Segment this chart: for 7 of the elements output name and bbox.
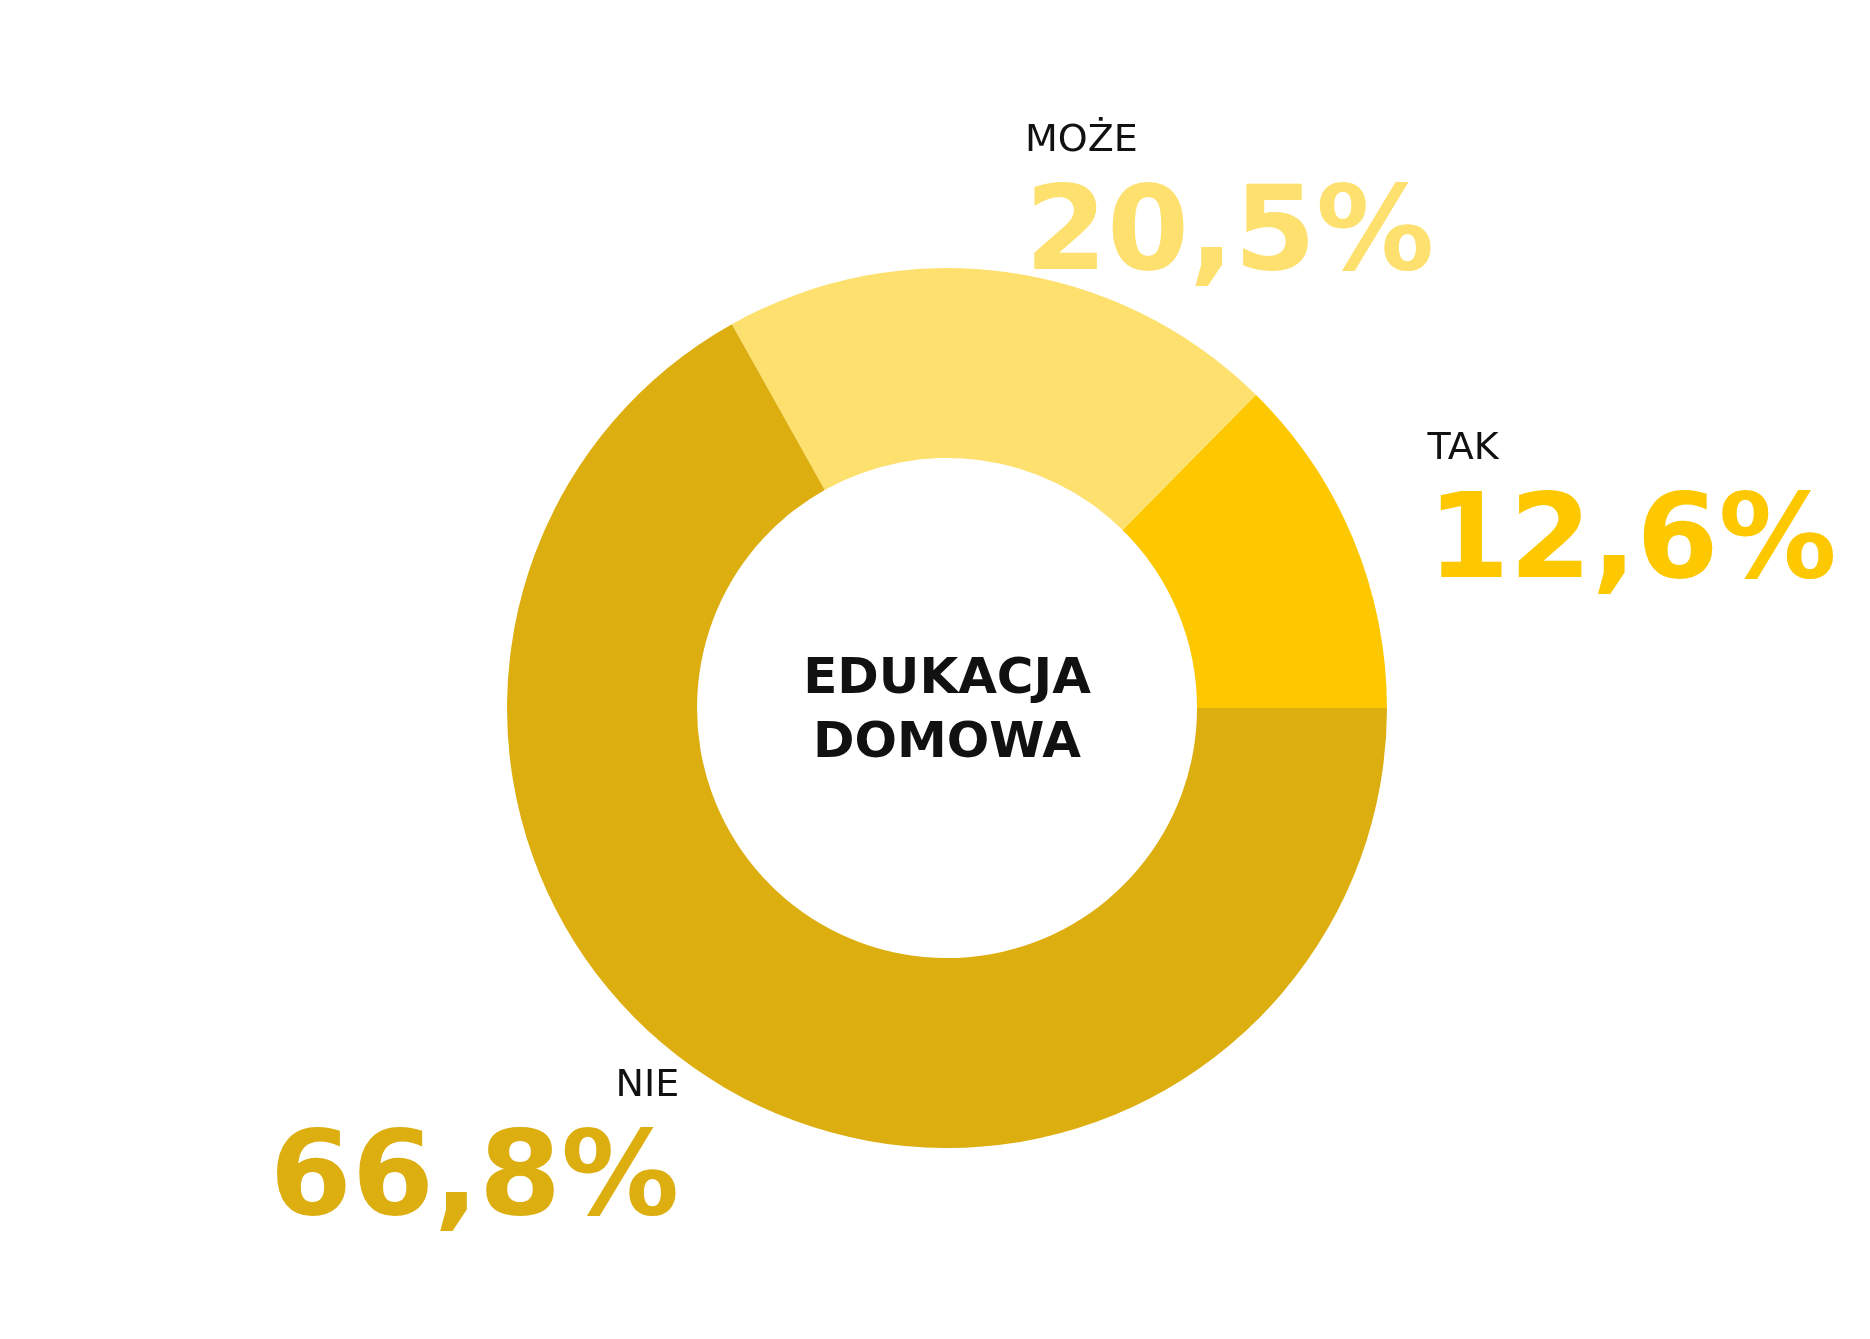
slice-label: NIE — [615, 1061, 680, 1106]
data-label: 66,8% — [269, 1104, 680, 1243]
slice-label: TAK — [1426, 424, 1500, 469]
data-label: 12,6% — [1427, 467, 1837, 606]
text: EDUKACJA DOMOWA — [803, 647, 1092, 769]
data-label: 20,5% — [1024, 158, 1435, 297]
slice-label: MOŻE — [1024, 115, 1138, 160]
